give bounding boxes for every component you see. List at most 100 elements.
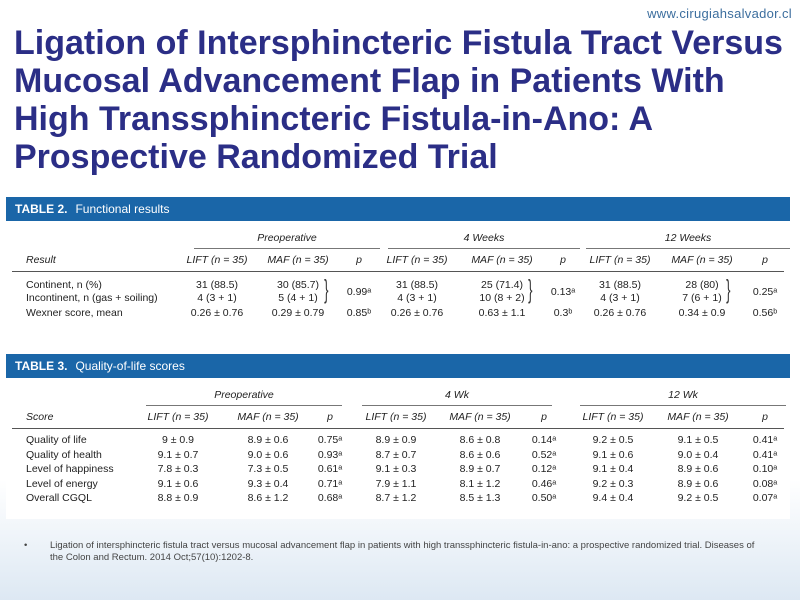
table-cell: 0.68ᵃ xyxy=(317,492,343,504)
header-row: Result LIFT (n = 35) MAF (n = 35) p LIFT (n … xyxy=(6,254,790,268)
table-cell: 7.8 ± 0.3 xyxy=(157,463,199,475)
maf-header: MAF (n = 35) xyxy=(267,254,329,266)
header-rule xyxy=(12,428,784,429)
website-url: www.cirugiahsalvador.cl xyxy=(647,6,792,21)
table-cell: 7 (6 + 1) xyxy=(682,292,722,304)
table-cell: 9.1 ± 0.3 xyxy=(375,463,417,475)
lift-header: LIFT (n = 35) xyxy=(386,254,448,266)
p-header: p xyxy=(762,411,768,423)
table-cell: 0.14ᵃ xyxy=(531,434,557,446)
table-cell: 0.12ᵃ xyxy=(531,463,557,475)
table-cell: 8.1 ± 1.2 xyxy=(459,477,501,490)
table-cell: 8.9 ± 0.9 xyxy=(375,434,417,446)
column-group-header: Preoperative xyxy=(214,389,274,401)
table-functional-results: TABLE 2. Functional results Preoperative 4… xyxy=(6,197,790,339)
table-cell: 9.1 ± 0.4 xyxy=(592,463,634,475)
table-cell: 0.26 ± 0.76 xyxy=(390,307,444,319)
table-cell: 0.3ᵇ xyxy=(553,307,573,319)
table-cell: 0.75ᵃ xyxy=(317,434,343,446)
row-label: Continent, n (%) xyxy=(26,279,102,291)
lift-header: LIFT (n = 35) xyxy=(589,254,651,266)
table-cell: 9.2 ± 0.5 xyxy=(677,492,719,504)
table-cell: 0.10ᵃ xyxy=(752,463,778,475)
table-cell: 8.5 ± 1.3 xyxy=(459,492,501,504)
maf-header: MAF (n = 35) xyxy=(671,254,733,266)
bullet: • xyxy=(24,540,28,551)
table-cell: 9.3 ± 0.4 xyxy=(247,477,289,490)
brace-glyph: } xyxy=(726,274,731,304)
table-cell: 8.9 ± 0.6 xyxy=(677,477,719,490)
table-cell: 9.2 ± 0.5 xyxy=(592,434,634,446)
group-rule xyxy=(586,248,790,249)
table-row: Continent, n (%) 31 (88.5) 30 (85.7) 31 (88… xyxy=(6,279,790,293)
group-rule xyxy=(194,248,380,249)
table-cell: 5 (4 + 1) xyxy=(278,292,318,304)
brace-glyph: } xyxy=(528,274,533,304)
table-cell: 9.1 ± 0.5 xyxy=(677,434,719,446)
row-label: Wexner score, mean xyxy=(26,307,123,319)
maf-header: MAF (n = 35) xyxy=(449,411,511,423)
row-label: Quality of life xyxy=(26,434,87,446)
table-cell: 0.25ᵃ xyxy=(752,286,778,298)
table-cell: 0.93ᵃ xyxy=(317,448,343,461)
group-rule xyxy=(388,248,580,249)
p-header: p xyxy=(560,254,566,266)
table-cell: 8.9 ± 0.6 xyxy=(247,434,289,446)
table-row: Overall CGQL 8.8 ± 0.9 8.6 ± 1.2 0.68ᵃ 8.7 ±… xyxy=(6,492,790,506)
table-row: Incontinent, n (gas + soiling) 4 (3 + 1) 5… xyxy=(6,292,790,306)
slide-title: Ligation of Intersphincteric Fistula Tra… xyxy=(14,24,783,176)
table-name: Quality-of-life scores xyxy=(75,359,185,373)
table-cell: 31 (88.5) xyxy=(195,279,239,291)
table-cell: 4 (3 + 1) xyxy=(600,292,640,304)
table-cell: 0.13ᵃ xyxy=(550,286,576,298)
row-label: Overall CGQL xyxy=(26,492,92,504)
table-title-bar: TABLE 3. Quality-of-life scores xyxy=(6,354,790,378)
table-cell: 0.29 ± 0.79 xyxy=(271,307,325,319)
table-cell: 25 (71.4) xyxy=(480,279,524,291)
table-cell: 0.61ᵃ xyxy=(317,463,343,475)
table-cell: 31 (88.5) xyxy=(598,279,642,291)
table-cell: 28 (80) xyxy=(685,279,719,291)
lift-header: LIFT (n = 35) xyxy=(147,411,209,423)
table-cell: 8.9 ± 0.6 xyxy=(677,463,719,475)
table-title-bar: TABLE 2. Functional results xyxy=(6,197,790,221)
brace-glyph: } xyxy=(324,274,329,304)
table-row: Quality of life 9 ± 0.9 8.9 ± 0.6 0.75ᵃ 8.9 … xyxy=(6,434,790,448)
table-cell: 9.1 ± 0.7 xyxy=(157,448,199,461)
column-group-header: 12 Weeks xyxy=(664,232,712,244)
table-cell: 8.7 ± 1.2 xyxy=(375,492,417,504)
table-cell: 9.0 ± 0.4 xyxy=(677,448,719,461)
table-row: Level of happiness 7.8 ± 0.3 7.3 ± 0.5 0.61… xyxy=(6,463,790,477)
lift-header: LIFT (n = 35) xyxy=(186,254,248,266)
score-header: Score xyxy=(26,411,54,423)
table-cell: 0.26 ± 0.76 xyxy=(190,307,244,319)
table-cell: 9.4 ± 0.4 xyxy=(592,492,634,504)
table-label: TABLE 2. xyxy=(15,202,68,216)
table-cell: 0.26 ± 0.76 xyxy=(593,307,647,319)
column-group-header: Preoperative xyxy=(257,232,317,244)
result-header: Result xyxy=(26,254,56,266)
table-cell: 7.3 ± 0.5 xyxy=(247,463,289,475)
table-row: Wexner score, mean 0.26 ± 0.76 0.29 ± 0.79… xyxy=(6,307,790,321)
p-header: p xyxy=(541,411,547,423)
table-cell: 0.41ᵃ xyxy=(752,448,778,461)
citation-footer: • Ligation of intersphincteric fistula t… xyxy=(24,540,766,564)
table-cell: 31 (88.5) xyxy=(395,279,439,291)
table-cell: 8.6 ± 1.2 xyxy=(247,492,289,504)
table-quality-of-life: TABLE 3. Quality-of-life scores Preoperat… xyxy=(6,354,790,519)
table-row: Quality of health 9.1 ± 0.7 9.0 ± 0.6 0.93ᵃ… xyxy=(6,449,790,463)
row-label: Quality of health xyxy=(26,448,102,461)
table-cell: 8.6 ± 0.6 xyxy=(459,448,501,461)
table-cell: 8.6 ± 0.8 xyxy=(459,434,501,446)
row-label: Level of happiness xyxy=(26,463,114,475)
row-label: Incontinent, n (gas + soiling) xyxy=(26,292,158,304)
table-cell: 0.50ᵃ xyxy=(531,492,557,504)
maf-header: MAF (n = 35) xyxy=(667,411,729,423)
citation-text: Ligation of intersphincteric fistula tra… xyxy=(50,540,755,563)
table-row: Level of energy 9.1 ± 0.6 9.3 ± 0.4 0.71ᵃ 7.… xyxy=(6,478,790,492)
table-cell: 9.0 ± 0.6 xyxy=(247,448,289,461)
header-rule xyxy=(12,271,784,272)
table-cell: 0.46ᵃ xyxy=(531,477,557,490)
table-cell: 0.52ᵃ xyxy=(531,448,557,461)
table-cell: 8.9 ± 0.7 xyxy=(459,463,501,475)
